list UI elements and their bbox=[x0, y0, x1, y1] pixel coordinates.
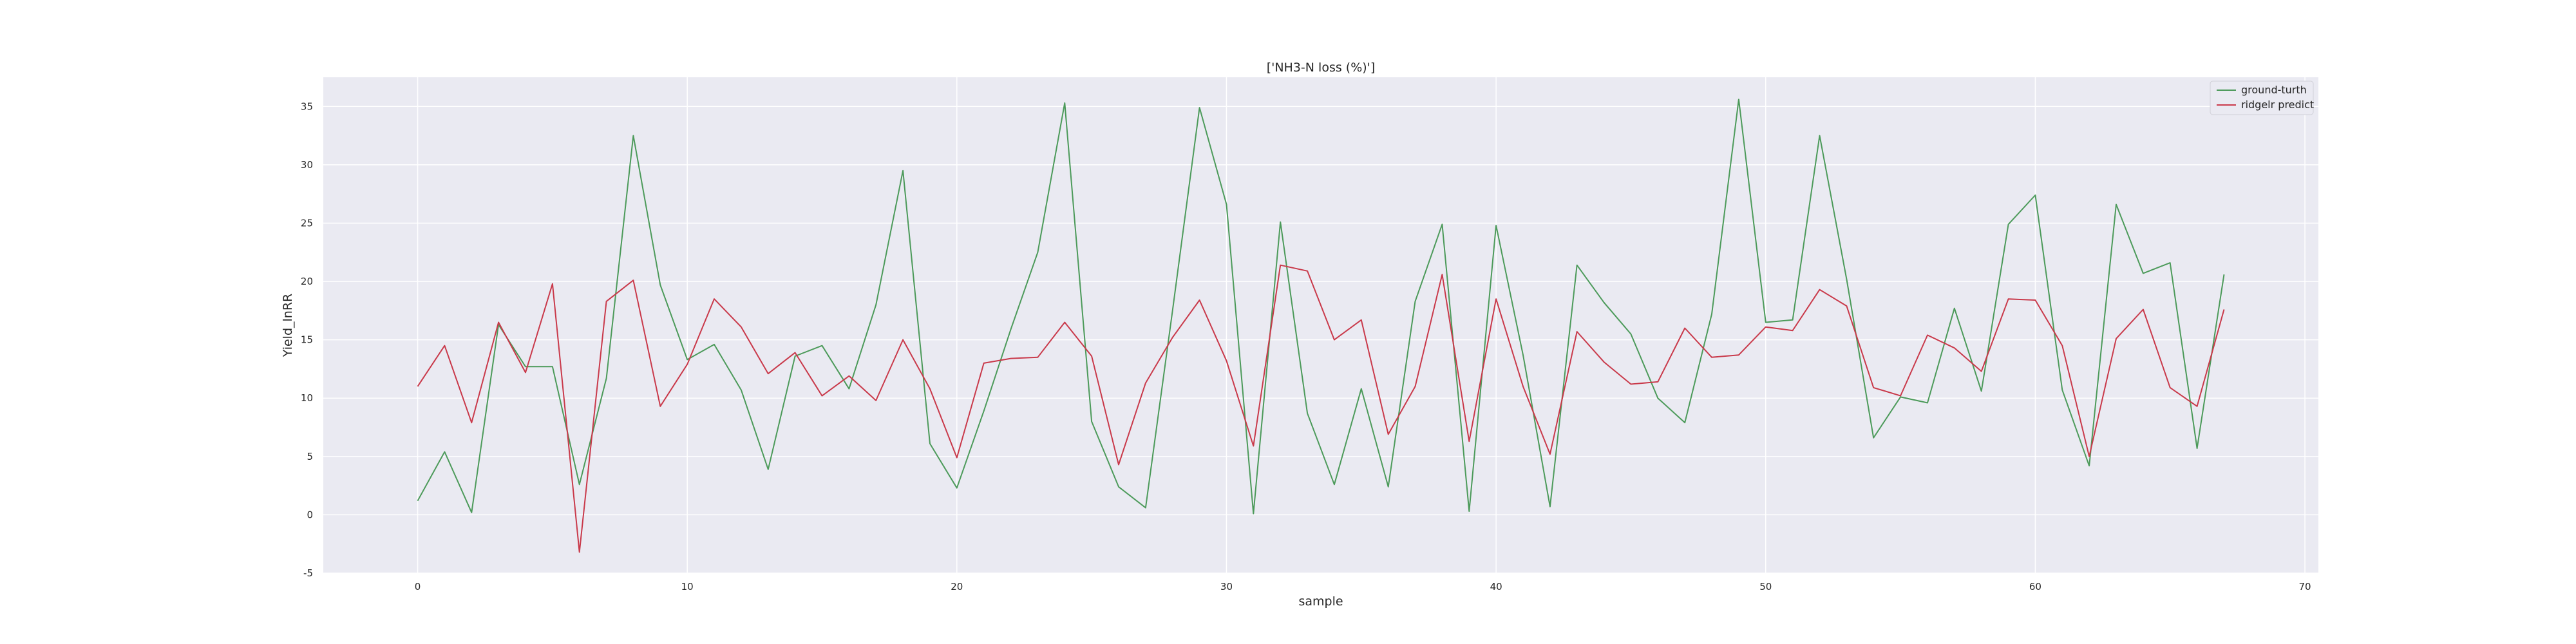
y-tick-label: 0 bbox=[307, 509, 313, 520]
y-tick-label: -5 bbox=[303, 567, 313, 579]
y-gridlines bbox=[323, 106, 2318, 574]
y-tick-labels: -5 0 5 10 15 20 25 30 35 bbox=[301, 100, 313, 579]
x-tick-label: 60 bbox=[2029, 581, 2041, 592]
legend-label-ground-turth: ground-turth bbox=[2241, 84, 2307, 96]
y-tick-label: 20 bbox=[301, 276, 313, 287]
y-axis-label: Yield_lnRR bbox=[281, 294, 295, 357]
x-axis-label: sample bbox=[1298, 594, 1343, 609]
plot-background bbox=[323, 77, 2318, 573]
x-tick-label: 50 bbox=[1759, 581, 1772, 592]
y-tick-label: 15 bbox=[301, 334, 313, 346]
x-tick-label: 0 bbox=[415, 581, 421, 592]
x-gridlines bbox=[417, 77, 2306, 573]
x-tick-label: 40 bbox=[1490, 581, 1502, 592]
x-tick-label: 30 bbox=[1220, 581, 1233, 592]
chart-title: ['NH3-N loss (%)'] bbox=[1267, 61, 1376, 75]
y-tick-label: 10 bbox=[301, 392, 313, 404]
series-line-ridgelr-predict bbox=[417, 264, 2225, 553]
y-tick-label: 25 bbox=[301, 217, 313, 229]
x-tick-labels: 0 10 20 30 40 50 60 70 bbox=[415, 581, 2311, 592]
series-line-ground-turth bbox=[417, 99, 2225, 515]
legend: ground-turth ridgelr predict bbox=[2210, 80, 2314, 115]
series-layer bbox=[417, 99, 2225, 553]
y-tick-label: 5 bbox=[307, 451, 313, 462]
x-tick-label: 20 bbox=[951, 581, 963, 592]
x-tick-label: 70 bbox=[2299, 581, 2311, 592]
x-tick-label: 10 bbox=[681, 581, 694, 592]
y-tick-label: 30 bbox=[301, 159, 313, 171]
y-tick-label: 35 bbox=[301, 100, 313, 112]
legend-label-ridgelr-predict: ridgelr predict bbox=[2241, 99, 2314, 111]
